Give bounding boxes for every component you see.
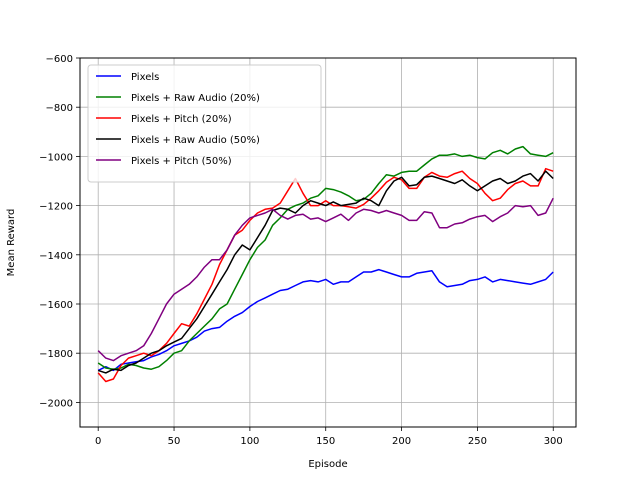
y-tick-label: −600 <box>46 54 73 65</box>
legend-label: Pixels <box>131 72 159 83</box>
x-axis-label: Episode <box>308 459 347 470</box>
x-tick-label: 0 <box>95 436 101 447</box>
legend: Pixels Pixels + Raw Audio (20%) Pixels + P… <box>87 64 322 183</box>
x-tick-label: 200 <box>392 436 411 447</box>
y-tick-label: −1000 <box>39 152 73 163</box>
x-tick-label: 50 <box>168 436 181 447</box>
series-line-pixels-pitch-20 <box>97 167 554 383</box>
series-line-pixels-raw-audio-20 <box>97 145 554 370</box>
legend-box <box>87 64 322 183</box>
y-tick-label: −1200 <box>39 202 73 213</box>
series-line-pixels <box>97 268 554 372</box>
y-tick-label: −1400 <box>39 251 73 262</box>
x-axis-ticks: 0 50 100 150 200 250 300 <box>95 427 563 447</box>
plot-frame <box>79 57 577 428</box>
y-axis-ticks: −2000 −1800 −1600 −1400 −1200 −1000 −800 −600 <box>39 54 80 409</box>
legend-label: Pixels + Pitch (20%) <box>131 114 232 125</box>
x-tick-label: 300 <box>544 436 563 447</box>
series-line-pixels-pitch-50 <box>97 197 554 362</box>
x-tick-label: 100 <box>240 436 259 447</box>
y-tick-label: −800 <box>46 103 73 114</box>
y-tick-label: −1800 <box>39 349 73 360</box>
series-line-pixels-raw-audio-50 <box>97 170 554 374</box>
y-axis-label: Mean Reward <box>6 209 17 277</box>
y-tick-label: −1600 <box>39 300 73 311</box>
legend-label: Pixels + Raw Audio (50%) <box>131 135 260 146</box>
x-tick-label: 250 <box>468 436 487 447</box>
x-tick-label: 150 <box>316 436 335 447</box>
series-lines <box>97 145 554 383</box>
y-tick-label: −2000 <box>39 398 73 409</box>
legend-label: Pixels + Pitch (50%) <box>131 156 232 167</box>
legend-label: Pixels + Raw Audio (20%) <box>131 93 260 104</box>
